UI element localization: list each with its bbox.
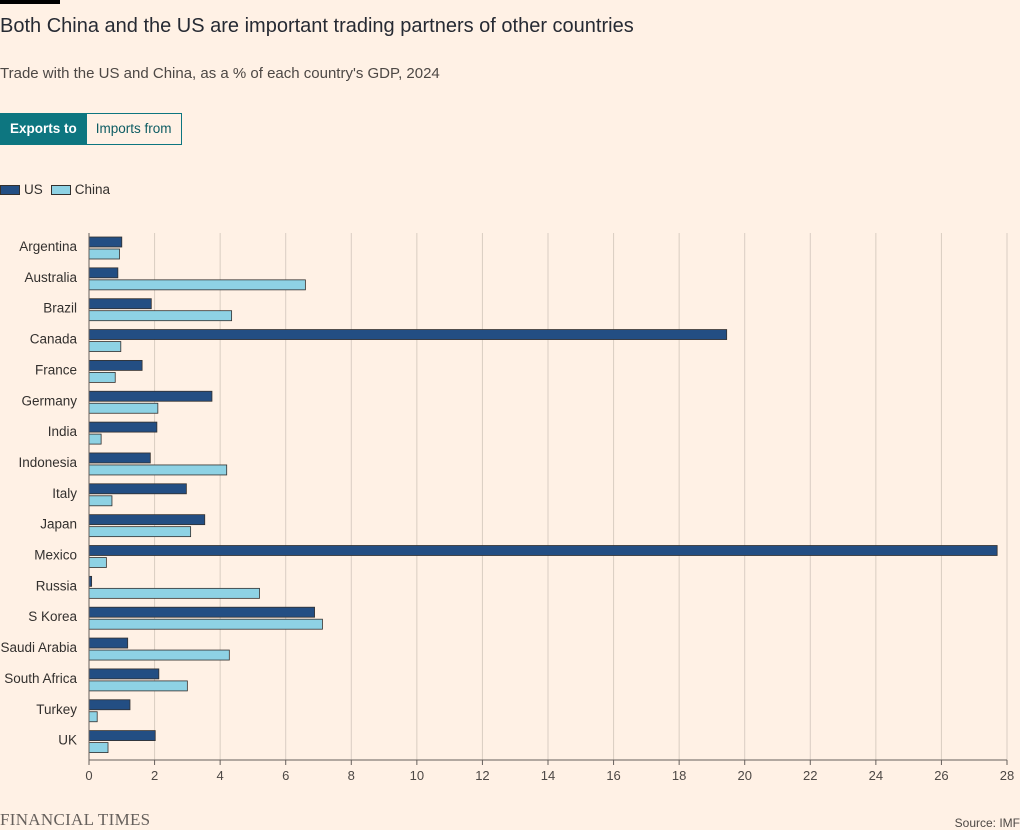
bar-china: [88, 371, 116, 383]
bar-china: [88, 341, 122, 352]
category-label: Turkey: [36, 702, 77, 717]
x-tick-label: 16: [606, 768, 620, 783]
category-label: Germany: [21, 393, 77, 408]
bar-china: [88, 618, 323, 630]
bar-us: [88, 298, 152, 310]
x-tick-label: 4: [217, 768, 224, 783]
legend-item-us: US: [0, 182, 43, 197]
category-label: South Africa: [4, 671, 77, 686]
bar-china: [88, 649, 230, 661]
bar-us: [88, 236, 123, 248]
source-note: Source: IMF: [954, 816, 1020, 830]
bar-china: [88, 402, 159, 414]
bar-us: [88, 730, 156, 741]
category-label: Indonesia: [18, 455, 77, 470]
exports-imports-toggle: Exports to Imports from: [0, 113, 182, 145]
legend-item-china: China: [50, 182, 111, 197]
bar-us: [88, 359, 143, 371]
bar-us: [88, 329, 728, 340]
category-label: UK: [58, 733, 77, 748]
bar-us: [88, 514, 206, 526]
x-tick-label: 2: [151, 768, 158, 783]
legend: US China: [0, 182, 118, 197]
legend-label-us: US: [24, 182, 43, 197]
x-tick-label: 8: [348, 768, 355, 783]
chart-title: Both China and the US are important trad…: [0, 15, 634, 37]
category-label: Mexico: [34, 548, 77, 563]
category-label: Australia: [24, 270, 77, 285]
bar-china: [88, 711, 98, 723]
bar-us: [88, 637, 129, 649]
x-tick-label: 14: [541, 768, 555, 783]
category-label: Russia: [36, 578, 78, 593]
category-label: Italy: [52, 486, 77, 501]
bar-china: [88, 680, 188, 692]
chart-subtitle: Trade with the US and China, as a % of e…: [0, 65, 440, 82]
bar-us: [88, 483, 187, 495]
exports-to-button[interactable]: Exports to: [0, 113, 87, 145]
legend-label-china: China: [74, 182, 111, 197]
category-label: Brazil: [43, 301, 77, 316]
bar-us: [88, 699, 131, 711]
category-label: Japan: [40, 517, 77, 532]
category-label: France: [35, 362, 77, 377]
bar-china: [88, 248, 120, 260]
ft-logo: FINANCIAL TIMES: [0, 810, 151, 829]
bar-china: [88, 464, 228, 476]
legend-swatch-us: [0, 184, 20, 195]
x-tick-label: 20: [737, 768, 751, 783]
x-tick-label: 10: [410, 768, 424, 783]
imports-from-button[interactable]: Imports from: [86, 113, 182, 145]
bar-us: [88, 452, 151, 464]
bar-china: [88, 279, 306, 291]
bar-china: [88, 587, 260, 599]
x-tick-label: 12: [475, 768, 489, 783]
bar-china: [88, 433, 102, 445]
bar-china: [88, 557, 107, 568]
category-label: India: [48, 424, 78, 439]
x-tick-label: 28: [1000, 768, 1014, 783]
bar-us: [88, 545, 998, 556]
x-tick-label: 0: [85, 768, 92, 783]
x-tick-label: 26: [934, 768, 948, 783]
category-label: Canada: [30, 332, 78, 347]
category-label: Argentina: [19, 239, 77, 254]
x-tick-label: 18: [672, 768, 686, 783]
category-label: Saudi Arabia: [0, 640, 77, 655]
bar-us: [88, 668, 160, 680]
bar-china: [88, 495, 113, 507]
x-tick-label: 6: [282, 768, 289, 783]
top-accent-bar: [0, 0, 60, 4]
legend-swatch-china: [50, 184, 71, 195]
bar-china: [88, 526, 192, 538]
bar-us: [88, 606, 315, 618]
category-label: S Korea: [28, 609, 77, 624]
x-tick-label: 22: [803, 768, 817, 783]
bar-china: [88, 310, 233, 322]
x-tick-label: 24: [869, 768, 883, 783]
bar-us: [88, 421, 158, 433]
bar-us: [88, 267, 119, 279]
bar-us: [88, 390, 213, 402]
bar-china: [88, 742, 109, 753]
